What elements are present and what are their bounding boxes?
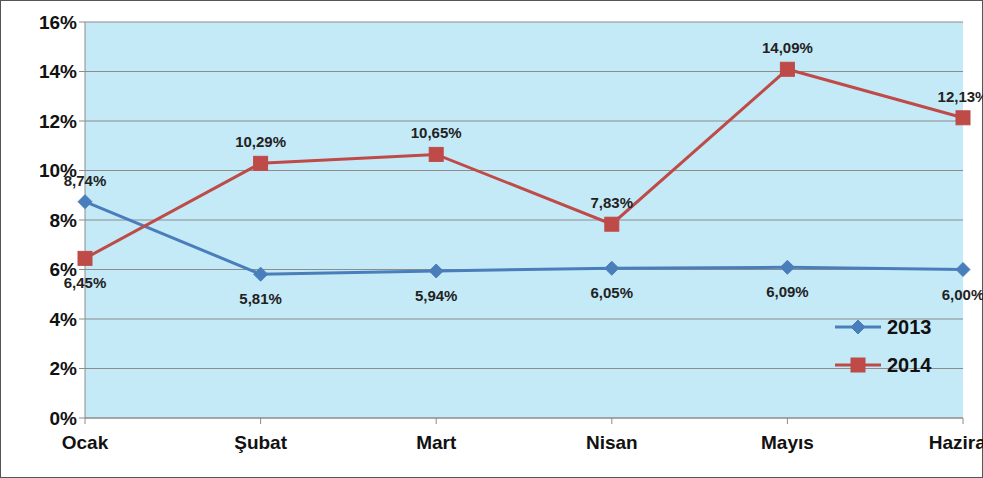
html-text:2014: 2014 [887, 353, 932, 376]
svg-text:Mart: Mart [416, 432, 457, 453]
svg-text:7,83%: 7,83% [591, 194, 634, 211]
svg-text:10,29%: 10,29% [235, 133, 286, 150]
svg-text:Şubat: Şubat [234, 432, 287, 453]
svg-text:8%: 8% [50, 210, 78, 231]
svg-text:6,45%: 6,45% [64, 274, 107, 291]
html-text:2013: 2013 [887, 315, 932, 338]
svg-text:4%: 4% [50, 309, 78, 330]
svg-text:8,74%: 8,74% [64, 172, 107, 189]
svg-text:6,05%: 6,05% [591, 284, 634, 301]
svg-text:Mayıs: Mayıs [761, 432, 814, 453]
svg-text:6%: 6% [49, 259, 77, 281]
svg-text:6,00%: 6,00% [942, 286, 975, 303]
svg-text:14,09%: 14,09% [762, 39, 813, 56]
svg-text:12%: 12% [39, 111, 77, 132]
svg-text:12,13%: 12,13% [938, 88, 975, 105]
svg-text:10%: 10% [39, 160, 77, 182]
svg-text:10,65%: 10,65% [411, 124, 462, 141]
svg-text:Ocak: Ocak [62, 432, 109, 453]
svg-text:Haziran: Haziran [929, 432, 975, 453]
svg-text:5,81%: 5,81% [239, 290, 282, 307]
svg-text:16%: 16% [39, 12, 77, 33]
svg-text:5,94%: 5,94% [415, 287, 458, 304]
svg-text:14%: 14% [39, 61, 77, 82]
svg-text:2%: 2% [50, 358, 78, 379]
svg-text:6,09%: 6,09% [766, 283, 809, 300]
svg-text:Nisan: Nisan [586, 432, 638, 453]
svg-text:0%: 0% [50, 408, 78, 429]
